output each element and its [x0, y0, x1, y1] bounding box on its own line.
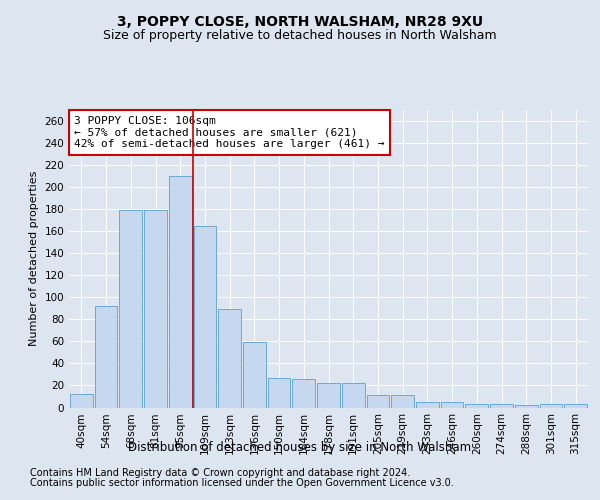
Bar	[317, 384, 340, 407]
Bar	[539, 404, 562, 407]
Bar	[243, 342, 266, 407]
Bar	[169, 176, 191, 408]
Bar	[416, 402, 439, 407]
Bar	[564, 404, 587, 407]
Bar	[441, 402, 463, 407]
Bar	[70, 394, 93, 407]
Bar	[342, 384, 365, 407]
Text: 3, POPPY CLOSE, NORTH WALSHAM, NR28 9XU: 3, POPPY CLOSE, NORTH WALSHAM, NR28 9XU	[117, 16, 483, 30]
Bar	[119, 210, 142, 408]
Text: Contains HM Land Registry data © Crown copyright and database right 2024.: Contains HM Land Registry data © Crown c…	[30, 468, 410, 477]
Bar	[268, 378, 290, 408]
Bar	[218, 310, 241, 408]
Bar	[95, 306, 118, 408]
Bar	[144, 210, 167, 408]
Bar	[490, 404, 513, 407]
Y-axis label: Number of detached properties: Number of detached properties	[29, 171, 39, 346]
Bar	[194, 226, 216, 408]
Text: Contains public sector information licensed under the Open Government Licence v3: Contains public sector information licen…	[30, 478, 454, 488]
Text: 3 POPPY CLOSE: 106sqm
← 57% of detached houses are smaller (621)
42% of semi-det: 3 POPPY CLOSE: 106sqm ← 57% of detached …	[74, 116, 385, 149]
Bar	[466, 404, 488, 407]
Bar	[391, 396, 414, 407]
Text: Distribution of detached houses by size in North Walsham: Distribution of detached houses by size …	[128, 441, 472, 454]
Bar	[292, 379, 315, 408]
Text: Size of property relative to detached houses in North Walsham: Size of property relative to detached ho…	[103, 28, 497, 42]
Bar	[367, 396, 389, 407]
Bar	[515, 406, 538, 407]
